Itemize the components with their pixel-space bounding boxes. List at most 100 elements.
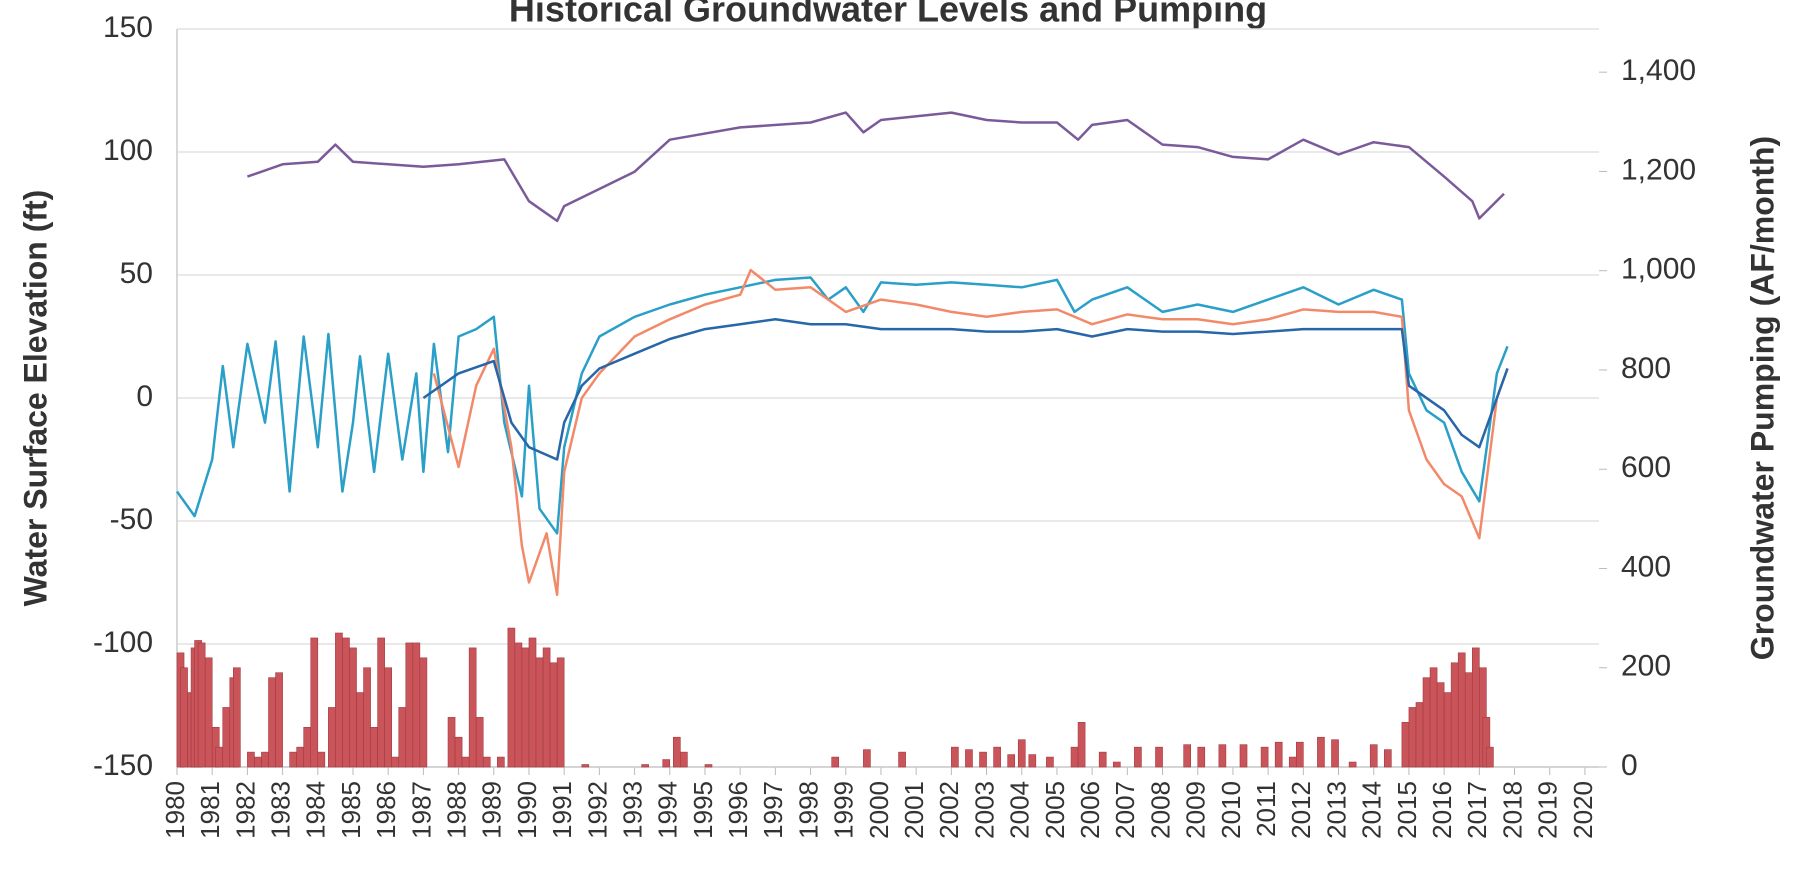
bar bbox=[1464, 672, 1473, 768]
bar bbox=[268, 677, 276, 768]
bar bbox=[951, 746, 959, 768]
y2-tick-label: 800 bbox=[1621, 352, 1671, 385]
x-tick-label: 1981 bbox=[195, 781, 225, 839]
bar bbox=[535, 657, 544, 768]
bar bbox=[475, 717, 484, 768]
y2-tick-label: 600 bbox=[1621, 451, 1671, 484]
bar bbox=[993, 746, 1001, 768]
bar bbox=[672, 736, 681, 768]
bar bbox=[1295, 741, 1304, 768]
line-series bbox=[422, 318, 1509, 461]
bar bbox=[1288, 756, 1297, 768]
bar bbox=[1429, 667, 1438, 768]
y-tick-label: -50 bbox=[110, 503, 153, 536]
bar bbox=[1134, 746, 1142, 768]
x-tick-label: 2009 bbox=[1181, 781, 1211, 839]
x-tick-label: 2005 bbox=[1040, 781, 1070, 839]
bar bbox=[641, 764, 649, 768]
bar bbox=[335, 632, 343, 768]
x-tick-label: 1999 bbox=[829, 781, 859, 839]
y-tick-label: 0 bbox=[136, 380, 153, 413]
bar bbox=[349, 647, 357, 768]
bar bbox=[233, 667, 241, 768]
x-tick-label: 2014 bbox=[1357, 781, 1387, 839]
x-tick-label: 1984 bbox=[301, 781, 331, 839]
x-tick-label: 1992 bbox=[582, 781, 612, 839]
x-tick-label: 2010 bbox=[1216, 781, 1246, 839]
line-series bbox=[175, 276, 1509, 535]
bar bbox=[1197, 746, 1206, 768]
line-series bbox=[432, 268, 1509, 597]
bar bbox=[1443, 692, 1452, 768]
bar bbox=[979, 751, 987, 768]
x-tick-label: 1982 bbox=[230, 781, 260, 839]
bar bbox=[1218, 744, 1227, 768]
bar bbox=[549, 662, 558, 768]
bar bbox=[1274, 741, 1283, 768]
y-tick-label: 50 bbox=[120, 257, 153, 290]
bar bbox=[342, 637, 350, 768]
bar bbox=[662, 759, 671, 768]
x-tick-label: 2004 bbox=[1005, 781, 1035, 839]
x-tick-label: 1986 bbox=[371, 781, 401, 839]
bar bbox=[317, 751, 326, 768]
bar bbox=[1486, 746, 1494, 768]
bar bbox=[1077, 722, 1086, 768]
bar bbox=[831, 756, 840, 768]
bar bbox=[391, 756, 400, 768]
bar bbox=[521, 647, 530, 768]
x-tick-label: 1991 bbox=[547, 781, 577, 839]
y2-tick-label: 200 bbox=[1621, 650, 1671, 683]
y-axis-label: Water Surface Elevation (ft) bbox=[17, 190, 53, 607]
y-tick-label: 150 bbox=[103, 11, 153, 44]
bar bbox=[356, 692, 364, 768]
bar bbox=[1450, 662, 1459, 768]
bar bbox=[507, 627, 516, 768]
y2-axis-label: Groundwater Pumping (AF/month) bbox=[1744, 136, 1780, 660]
x-tick-label: 2006 bbox=[1075, 781, 1105, 839]
x-tick-label: 2002 bbox=[934, 781, 964, 839]
x-tick-label: 1987 bbox=[406, 781, 436, 839]
x-tick-label: 1994 bbox=[653, 781, 683, 839]
bar bbox=[965, 749, 973, 768]
x-tick-label: 1990 bbox=[512, 781, 542, 839]
bar bbox=[384, 667, 393, 768]
bar bbox=[215, 746, 224, 768]
bar bbox=[497, 756, 505, 768]
x-tick-label: 2015 bbox=[1392, 781, 1422, 839]
x-tick-label: 2003 bbox=[969, 781, 999, 839]
bar bbox=[363, 667, 371, 768]
y-tick-label: -150 bbox=[93, 749, 153, 782]
x-tick-label: 1998 bbox=[793, 781, 823, 839]
bar bbox=[328, 707, 336, 768]
bar bbox=[454, 736, 463, 768]
bar bbox=[1017, 739, 1026, 768]
bar bbox=[898, 751, 906, 768]
x-tick-label: 2018 bbox=[1497, 781, 1527, 839]
bar bbox=[542, 647, 551, 768]
bar bbox=[863, 749, 871, 768]
bar bbox=[1369, 744, 1378, 768]
bar bbox=[180, 667, 188, 768]
bar bbox=[1422, 677, 1431, 768]
bar bbox=[204, 657, 213, 768]
bar bbox=[1112, 761, 1121, 768]
bar bbox=[412, 642, 421, 768]
bar bbox=[482, 756, 491, 768]
x-tick-label: 2007 bbox=[1110, 781, 1140, 839]
bar bbox=[1348, 761, 1357, 768]
x-tick-label: 1996 bbox=[723, 781, 753, 839]
chart-title: Historical Groundwater Levels and Pumpin… bbox=[509, 0, 1267, 30]
x-tick-label: 1995 bbox=[688, 781, 718, 839]
y-tick-label: 100 bbox=[103, 134, 153, 167]
bar bbox=[303, 726, 312, 768]
x-tick-label: 2011 bbox=[1251, 781, 1281, 837]
y2-tick-label: 1,200 bbox=[1621, 153, 1696, 186]
x-tick-label: 1980 bbox=[160, 781, 190, 839]
x-tick-label: 2013 bbox=[1321, 781, 1351, 839]
bar bbox=[461, 756, 470, 768]
y2-tick-label: 400 bbox=[1621, 550, 1671, 583]
x-tick-label: 2020 bbox=[1568, 781, 1598, 839]
bar bbox=[1383, 749, 1392, 768]
bar bbox=[581, 764, 590, 768]
